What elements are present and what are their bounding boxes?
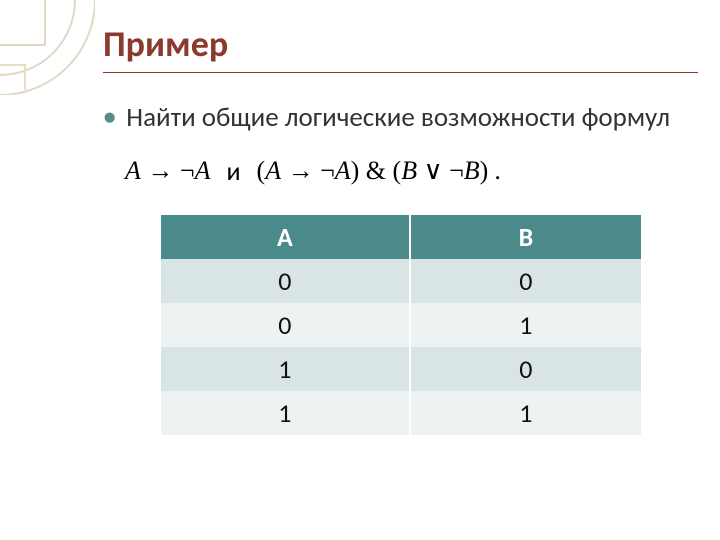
bullet-item: ● Найти общие логические возможности фор… xyxy=(103,101,700,135)
cell: 1 xyxy=(410,391,641,435)
cell: 0 xyxy=(410,347,641,391)
formula-part1: A → ¬A xyxy=(125,156,210,186)
title-underline xyxy=(103,72,698,73)
table-row: 0 1 xyxy=(161,303,641,347)
truth-table: A B 0 0 0 1 1 0 1 1 xyxy=(161,215,641,435)
slide-title: Пример xyxy=(103,22,700,66)
cell: 0 xyxy=(161,303,410,347)
col-header-B: B xyxy=(410,215,641,259)
table-row: 0 0 xyxy=(161,259,641,303)
cell: 1 xyxy=(161,347,410,391)
formula-connector: и xyxy=(226,155,240,187)
cell: 0 xyxy=(410,259,641,303)
formula-part2: (A → ¬A) & (B ∨ ¬B) xyxy=(257,156,489,186)
table-row: 1 1 xyxy=(161,391,641,435)
bullet-marker: ● xyxy=(103,101,116,133)
table-row: 1 0 xyxy=(161,347,641,391)
slide-content: Пример ● Найти общие логические возможно… xyxy=(103,22,700,520)
col-header-A: A xyxy=(161,215,410,259)
table-header-row: A B xyxy=(161,215,641,259)
cell: 1 xyxy=(410,303,641,347)
formula-trailing: . xyxy=(494,156,501,186)
formula: A → ¬A и (A → ¬A) & (B ∨ ¬B) . xyxy=(125,155,700,187)
corner-decoration xyxy=(0,0,95,95)
cell: 1 xyxy=(161,391,410,435)
cell: 0 xyxy=(161,259,410,303)
bullet-text: Найти общие логические возможности форму… xyxy=(126,101,670,135)
